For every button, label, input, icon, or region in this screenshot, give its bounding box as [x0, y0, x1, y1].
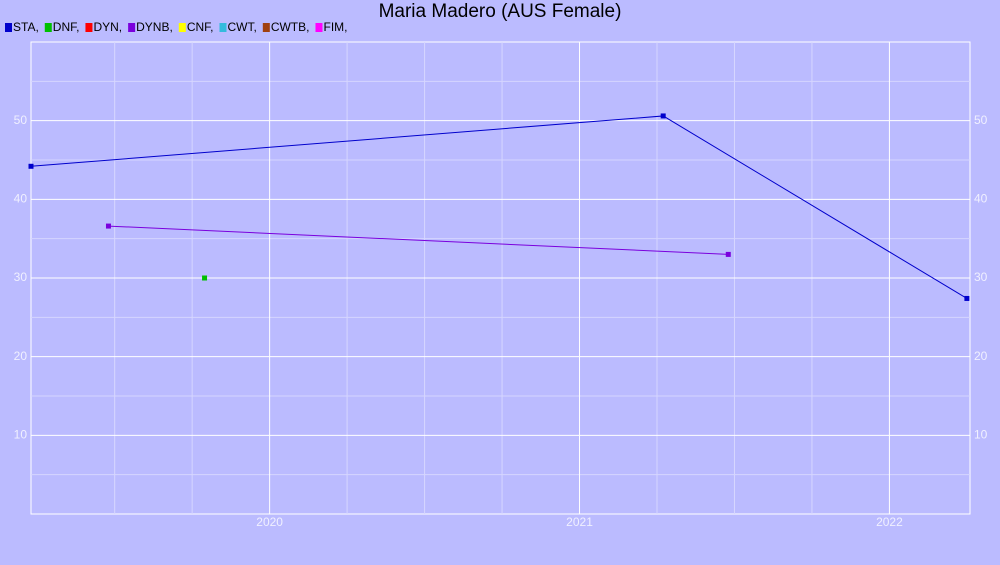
y-tick-label: 30 — [14, 270, 28, 284]
legend-swatch — [178, 23, 186, 32]
legend-label: CWT, — [227, 20, 256, 34]
y2-tick-label: 30 — [974, 270, 988, 284]
point-marker — [725, 251, 731, 257]
chart-title: Maria Madero (AUS Female) — [379, 1, 622, 22]
legend-label: DNF, — [53, 20, 80, 34]
legend-swatch — [315, 23, 323, 32]
point-marker — [964, 295, 970, 301]
x-tick-label: 2020 — [256, 515, 283, 529]
y2-tick-label: 50 — [974, 113, 988, 127]
legend-swatch — [5, 23, 12, 32]
y2-tick-label: 10 — [974, 428, 988, 442]
y-tick-label: 40 — [14, 192, 28, 206]
legend-swatch — [44, 23, 52, 32]
legend-label: CWTB, — [271, 20, 310, 34]
legend-label: DYN, — [93, 20, 122, 34]
point-marker — [105, 223, 111, 229]
x-tick-label: 2022 — [876, 515, 903, 529]
legend-swatch — [85, 23, 93, 32]
y2-tick-label: 20 — [974, 349, 988, 363]
legend-label: CNF, — [187, 20, 214, 34]
point-marker — [660, 113, 666, 119]
y-tick-label: 20 — [14, 349, 28, 363]
legend-swatch — [219, 23, 227, 32]
legend-swatch — [262, 23, 270, 32]
legend-swatch — [128, 23, 136, 32]
legend-label: STA, — [13, 20, 39, 34]
y2-tick-label: 40 — [974, 192, 988, 206]
legend-label: FIM, — [323, 20, 347, 34]
series-line — [108, 225, 729, 255]
legend-label: DYNB, — [136, 20, 173, 34]
point-marker — [28, 163, 34, 169]
y-tick-label: 10 — [14, 428, 28, 442]
point-marker — [202, 275, 208, 281]
y-tick-label: 50 — [14, 113, 28, 127]
x-tick-label: 2021 — [566, 515, 593, 529]
